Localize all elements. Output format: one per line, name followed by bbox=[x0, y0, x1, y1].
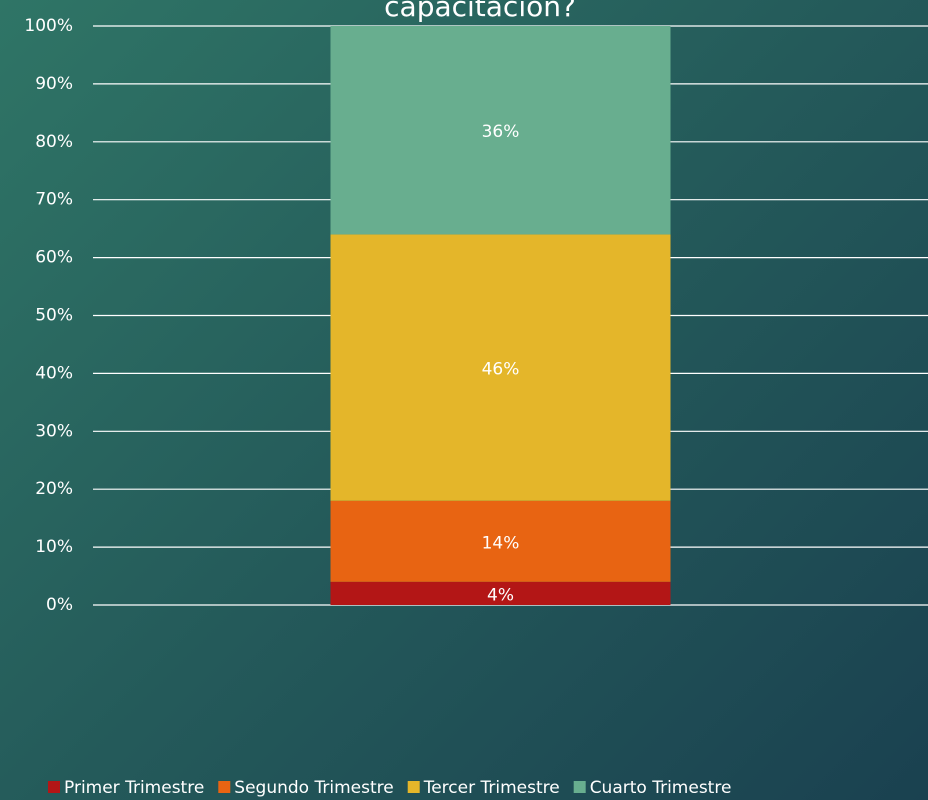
y-tick-label: 40% bbox=[35, 363, 73, 383]
y-tick-label: 90% bbox=[35, 74, 73, 94]
data-label: 14% bbox=[482, 533, 520, 553]
y-tick-label: 0% bbox=[46, 595, 73, 615]
legend-swatch bbox=[407, 781, 420, 793]
y-tick-label: 30% bbox=[35, 421, 73, 441]
bar-segment bbox=[330, 234, 671, 501]
y-tick-label: 60% bbox=[35, 248, 73, 268]
bar-segment bbox=[330, 581, 671, 605]
data-label: 36% bbox=[482, 122, 520, 142]
legend-label: Tercer Trimestre bbox=[423, 778, 560, 798]
data-label: 4% bbox=[487, 585, 514, 605]
legend-swatch bbox=[48, 781, 60, 793]
legend-swatch bbox=[573, 781, 586, 793]
chart-title: capacitación? bbox=[384, 0, 576, 23]
y-tick-label: 50% bbox=[35, 306, 73, 326]
y-tick-label: 10% bbox=[35, 537, 73, 557]
y-tick-label: 70% bbox=[35, 190, 73, 210]
legend-swatch bbox=[218, 781, 231, 793]
y-tick-label: 80% bbox=[35, 132, 73, 152]
legend-label: Cuarto Trimestre bbox=[590, 778, 732, 798]
bar-segment bbox=[330, 26, 671, 235]
legend-label: Primer Trimestre bbox=[64, 778, 204, 798]
bar-segment bbox=[330, 500, 671, 582]
legend-label: Segundo Trimestre bbox=[234, 778, 393, 798]
y-tick-label: 100% bbox=[24, 16, 73, 36]
y-tick-label: 20% bbox=[35, 479, 73, 499]
data-label: 46% bbox=[482, 360, 520, 380]
